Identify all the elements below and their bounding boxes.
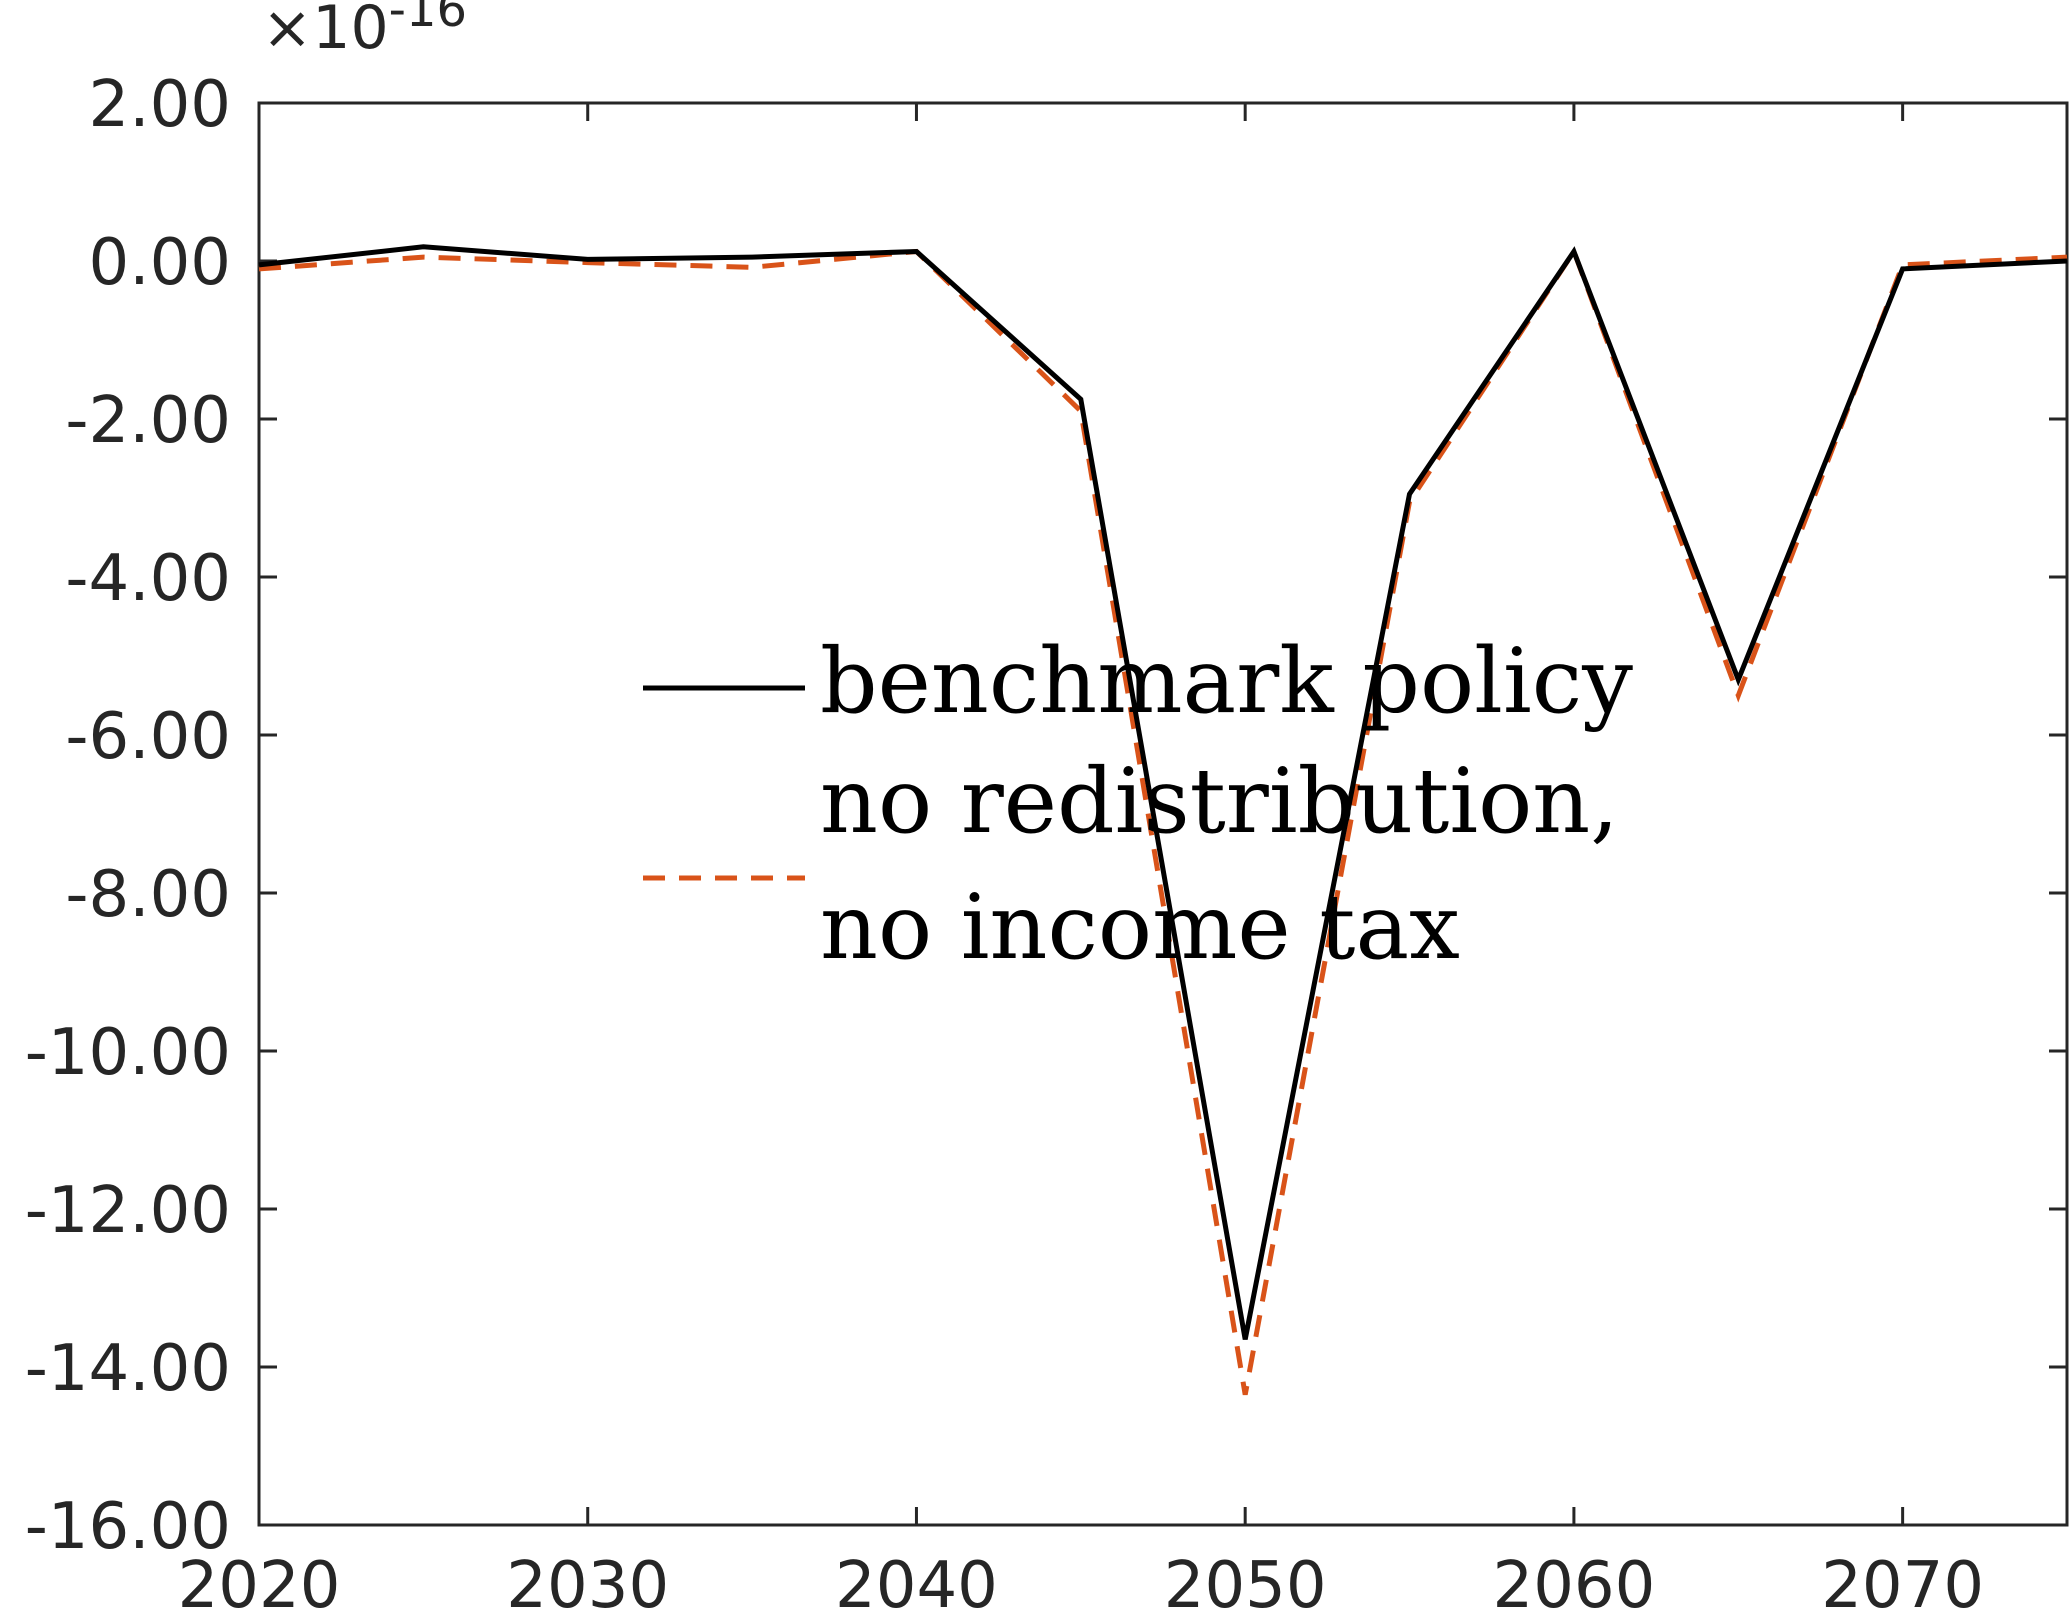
y-tick-label: -6.00 <box>65 700 231 774</box>
y-exponent-power: -16 <box>389 0 467 38</box>
axis-ticks <box>257 101 2067 1527</box>
legend-label-benchmark: benchmark policy <box>820 629 1633 734</box>
legend: benchmark policy no redistribution, no i… <box>643 629 1633 980</box>
series-line-no-redistribution <box>258 245 2068 1396</box>
y-tick-label: -8.00 <box>65 858 231 932</box>
x-tick-label: 2050 <box>1164 1549 1327 1622</box>
legend-label-no-redistribution-line1: no redistribution, <box>820 749 1619 854</box>
y-tick-labels: 2.00 0.00 -2.00 -4.00 -6.00 -8.00 -10.00 -12.00… <box>25 68 231 1564</box>
x-tick-labels: 2020 2030 2040 2050 2060 2070 <box>178 1549 1985 1622</box>
x-tick-label: 2060 <box>1492 1549 1655 1622</box>
legend-label-no-redistribution-line2: no income tax <box>820 875 1460 980</box>
y-exponent-base: ×10 <box>262 0 389 63</box>
y-tick-label: 2.00 <box>89 68 232 142</box>
y-tick-label: -16.00 <box>25 1490 231 1564</box>
y-tick-label: -4.00 <box>65 542 231 616</box>
y-tick-label: 0.00 <box>89 226 232 300</box>
x-tick-label: 2070 <box>1821 1549 1984 1622</box>
y-exponent-label: ×10-16 <box>262 0 467 63</box>
y-tick-label: -12.00 <box>25 1174 231 1248</box>
x-tick-label: 2040 <box>835 1549 998 1622</box>
y-tick-label: -2.00 <box>65 384 231 458</box>
series-line-benchmark-policy <box>258 244 2068 1340</box>
plot-area <box>257 101 2069 1527</box>
series-lines <box>258 244 2068 1396</box>
y-tick-label: -14.00 <box>25 1332 231 1406</box>
x-tick-label: 2020 <box>178 1549 341 1622</box>
x-tick-label: 2030 <box>506 1549 669 1622</box>
y-tick-label: -10.00 <box>25 1016 231 1090</box>
